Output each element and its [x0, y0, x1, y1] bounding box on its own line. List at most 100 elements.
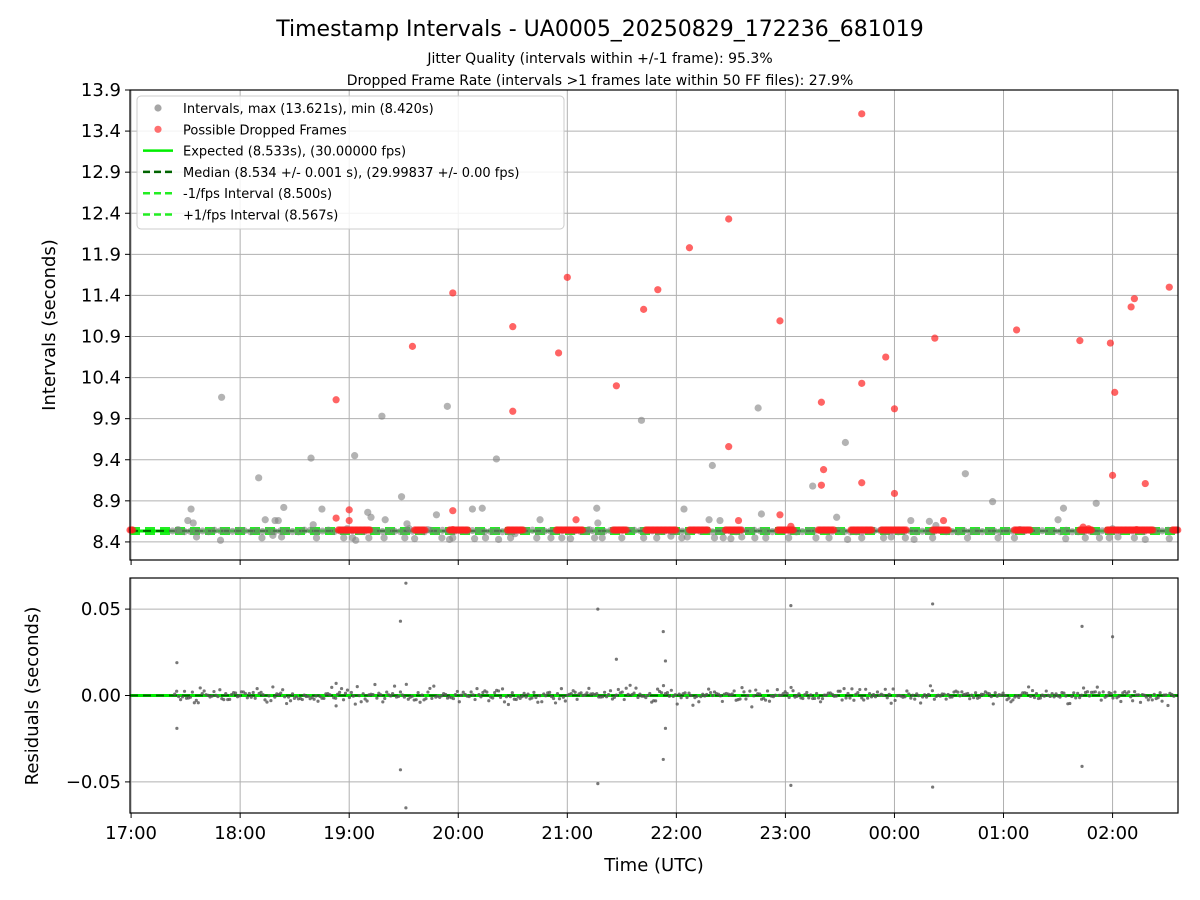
residual-point [805, 690, 809, 695]
residual-point [789, 783, 793, 787]
residual-point [451, 696, 456, 701]
residual-point [418, 700, 422, 704]
interval-point [598, 534, 606, 542]
residual-point [636, 695, 640, 700]
interval-point [1050, 527, 1058, 535]
residual-point [306, 694, 310, 698]
interval-point [1130, 534, 1138, 542]
residual-point [245, 696, 249, 700]
residual-point [188, 695, 193, 699]
interval-point [432, 527, 441, 536]
residual-point [858, 687, 862, 692]
residual-point [265, 700, 269, 704]
residual-point [500, 687, 505, 691]
residual-point [198, 686, 202, 690]
interval-point [667, 532, 675, 540]
residual-point [1032, 695, 1037, 700]
residual-point [355, 685, 359, 689]
residual-point [814, 691, 819, 696]
interval-point [653, 534, 661, 542]
interval-point [258, 534, 266, 542]
x-tick-label: 19:00 [323, 823, 375, 844]
residual-point [522, 691, 526, 695]
residual-point [875, 690, 880, 694]
dropped-frame-point [1026, 526, 1034, 534]
residual-point [1142, 693, 1147, 697]
residual-point [1099, 698, 1103, 702]
interval-point [187, 505, 195, 513]
residual-point [913, 697, 917, 701]
residual-point [573, 690, 577, 694]
interval-point [887, 533, 895, 541]
residual-point [381, 700, 385, 704]
interval-point [252, 527, 261, 535]
residual-point [1044, 689, 1048, 693]
dropped-frame-point [1108, 471, 1117, 479]
residual-point [746, 694, 750, 698]
interval-point [910, 535, 918, 544]
residual-point [883, 687, 887, 691]
residual-point [233, 691, 238, 695]
interval-point [907, 516, 915, 525]
interval-point [492, 455, 501, 463]
interval-point [984, 527, 992, 535]
residual-point [801, 696, 805, 701]
residual-point [365, 699, 369, 703]
residual-point [453, 693, 458, 697]
interval-point [468, 505, 477, 513]
residual-point [958, 694, 962, 698]
residual-point [540, 700, 544, 704]
dropped-frame-point [776, 317, 784, 325]
residual-point [314, 694, 318, 698]
interval-point [640, 534, 648, 542]
residual-point [1072, 691, 1076, 695]
interval-point [384, 527, 393, 535]
interval-point [593, 504, 601, 512]
residual-point [754, 688, 758, 692]
dropped-frame-point [654, 286, 662, 294]
top-y-tick-label: 13.4 [81, 121, 121, 142]
dropped-frame-point [408, 342, 417, 350]
interval-point [390, 527, 399, 535]
residual-point [1138, 700, 1143, 704]
interval-point [901, 534, 909, 542]
residual-point [553, 701, 558, 705]
dropped-frame-point [640, 305, 648, 313]
residual-point [685, 695, 689, 700]
residual-point [175, 726, 179, 730]
residual-point [491, 696, 495, 700]
interval-point [222, 527, 231, 535]
interval-point [401, 534, 409, 542]
top-y-tick-label: 10.9 [81, 327, 121, 348]
residual-point [1007, 696, 1011, 700]
residual-point [604, 695, 609, 699]
residual-point [928, 684, 933, 688]
residual-point [357, 694, 361, 698]
residual-point [493, 691, 497, 695]
interval-point [798, 527, 806, 536]
residual-point [797, 692, 801, 696]
residual-point [669, 688, 673, 692]
residual-point [862, 698, 866, 702]
interval-point [264, 527, 273, 535]
residual-point [608, 689, 613, 693]
interval-point [879, 534, 888, 542]
dropped-frame-point [332, 396, 340, 404]
residual-point [1113, 690, 1117, 694]
residual-point [467, 694, 471, 699]
residual-point [991, 702, 995, 706]
residual-point [285, 701, 289, 706]
residual-point [867, 692, 872, 696]
residual-point [1017, 695, 1021, 700]
dropped-frame-point [1013, 326, 1021, 334]
residual-point [563, 699, 567, 703]
interval-point [480, 527, 489, 536]
residual-point [349, 690, 353, 695]
dropped-frame-point [449, 507, 457, 515]
residual-point [679, 696, 683, 700]
residual-point [443, 692, 448, 697]
interval-point [1158, 527, 1166, 535]
residual-point [840, 698, 844, 702]
dropped-frame-point [817, 481, 825, 489]
